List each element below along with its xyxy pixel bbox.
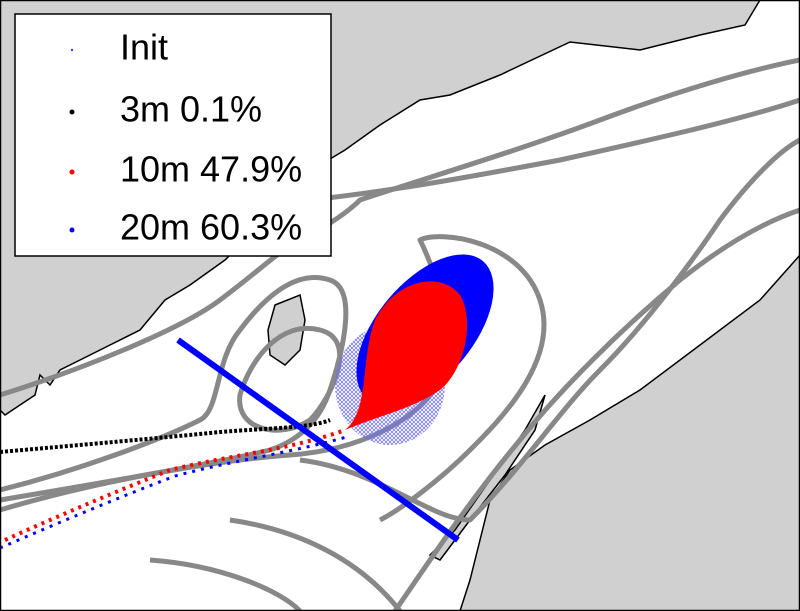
transect (176, 337, 460, 543)
legend-marker (69, 227, 75, 233)
track-20m (0, 434, 351, 550)
legend-marker (70, 48, 74, 52)
legend-marker (69, 169, 75, 175)
legend-label: Init (120, 27, 168, 68)
legend-label: 10m 47.9% (120, 149, 302, 190)
legend-label: 3m 0.1% (120, 89, 262, 130)
legend: Init 3m 0.1% 10m 47.9% 20m 60.3% (14, 13, 332, 257)
legend-box (14, 13, 332, 257)
legend-label: 20m 60.3% (120, 207, 302, 248)
track-10m (4, 428, 346, 542)
legend-marker (69, 109, 75, 115)
land-southeast (459, 253, 800, 611)
cloud-10m (345, 281, 468, 430)
island (267, 293, 306, 366)
